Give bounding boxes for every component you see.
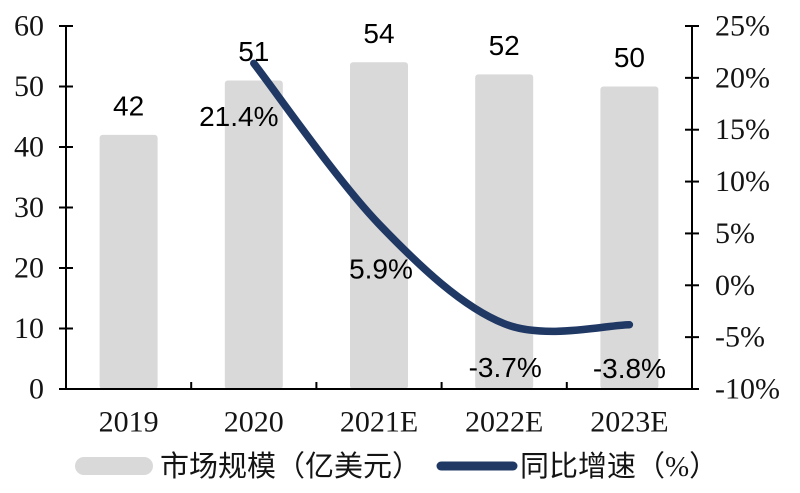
line-value-label: -3.7% [469, 352, 542, 383]
bar [99, 134, 158, 389]
x-axis-category-label: 2022E [465, 406, 543, 439]
left-axis-tick-label: 50 [14, 70, 44, 103]
bar-value-label: 51 [238, 36, 269, 67]
right-axis-tick-label: -5% [715, 321, 765, 354]
right-axis-tick-label: 5% [715, 217, 755, 250]
bar-value-label: 50 [614, 42, 645, 73]
legend-label-market-size: 市场规模（亿美元） [160, 450, 421, 483]
bar [224, 80, 283, 389]
bar-value-label: 54 [363, 18, 394, 49]
left-axis-tick-label: 0 [29, 373, 44, 406]
legend-label-yoy-growth: 同比增速（%） [520, 450, 718, 483]
line-value-label: 5.9% [349, 254, 413, 285]
right-axis-tick-label: 10% [715, 165, 770, 198]
line-value-label: -3.8% [593, 353, 666, 384]
growth-line [250, 59, 634, 336]
line-value-label: 21.4% [199, 101, 278, 132]
left-axis-tick-label: 10 [14, 312, 44, 345]
left-axis-tick-label: 30 [14, 191, 44, 224]
x-axis-category-label: 2020 [224, 406, 284, 439]
right-axis-tick-label: 25% [715, 10, 770, 43]
right-axis-tick-label: -10% [715, 373, 780, 406]
left-axis-tick-label: 40 [14, 131, 44, 164]
right-axis-tick-label: 0% [715, 269, 755, 302]
bar-value-label: 52 [489, 30, 520, 61]
bar [600, 86, 659, 389]
right-axis-tick-label: 15% [715, 113, 770, 146]
bar [475, 74, 534, 390]
x-axis-category-label: 2021E [340, 406, 418, 439]
left-axis-tick-label: 20 [14, 252, 44, 285]
bar-value-label: 42 [113, 90, 144, 121]
x-axis-category-label: 2019 [99, 406, 159, 439]
x-axis-category-label: 2023E [590, 406, 668, 439]
right-axis-tick-label: 20% [715, 61, 770, 94]
legend-bar-swatch [75, 457, 153, 475]
left-axis-tick-label: 60 [14, 10, 44, 43]
